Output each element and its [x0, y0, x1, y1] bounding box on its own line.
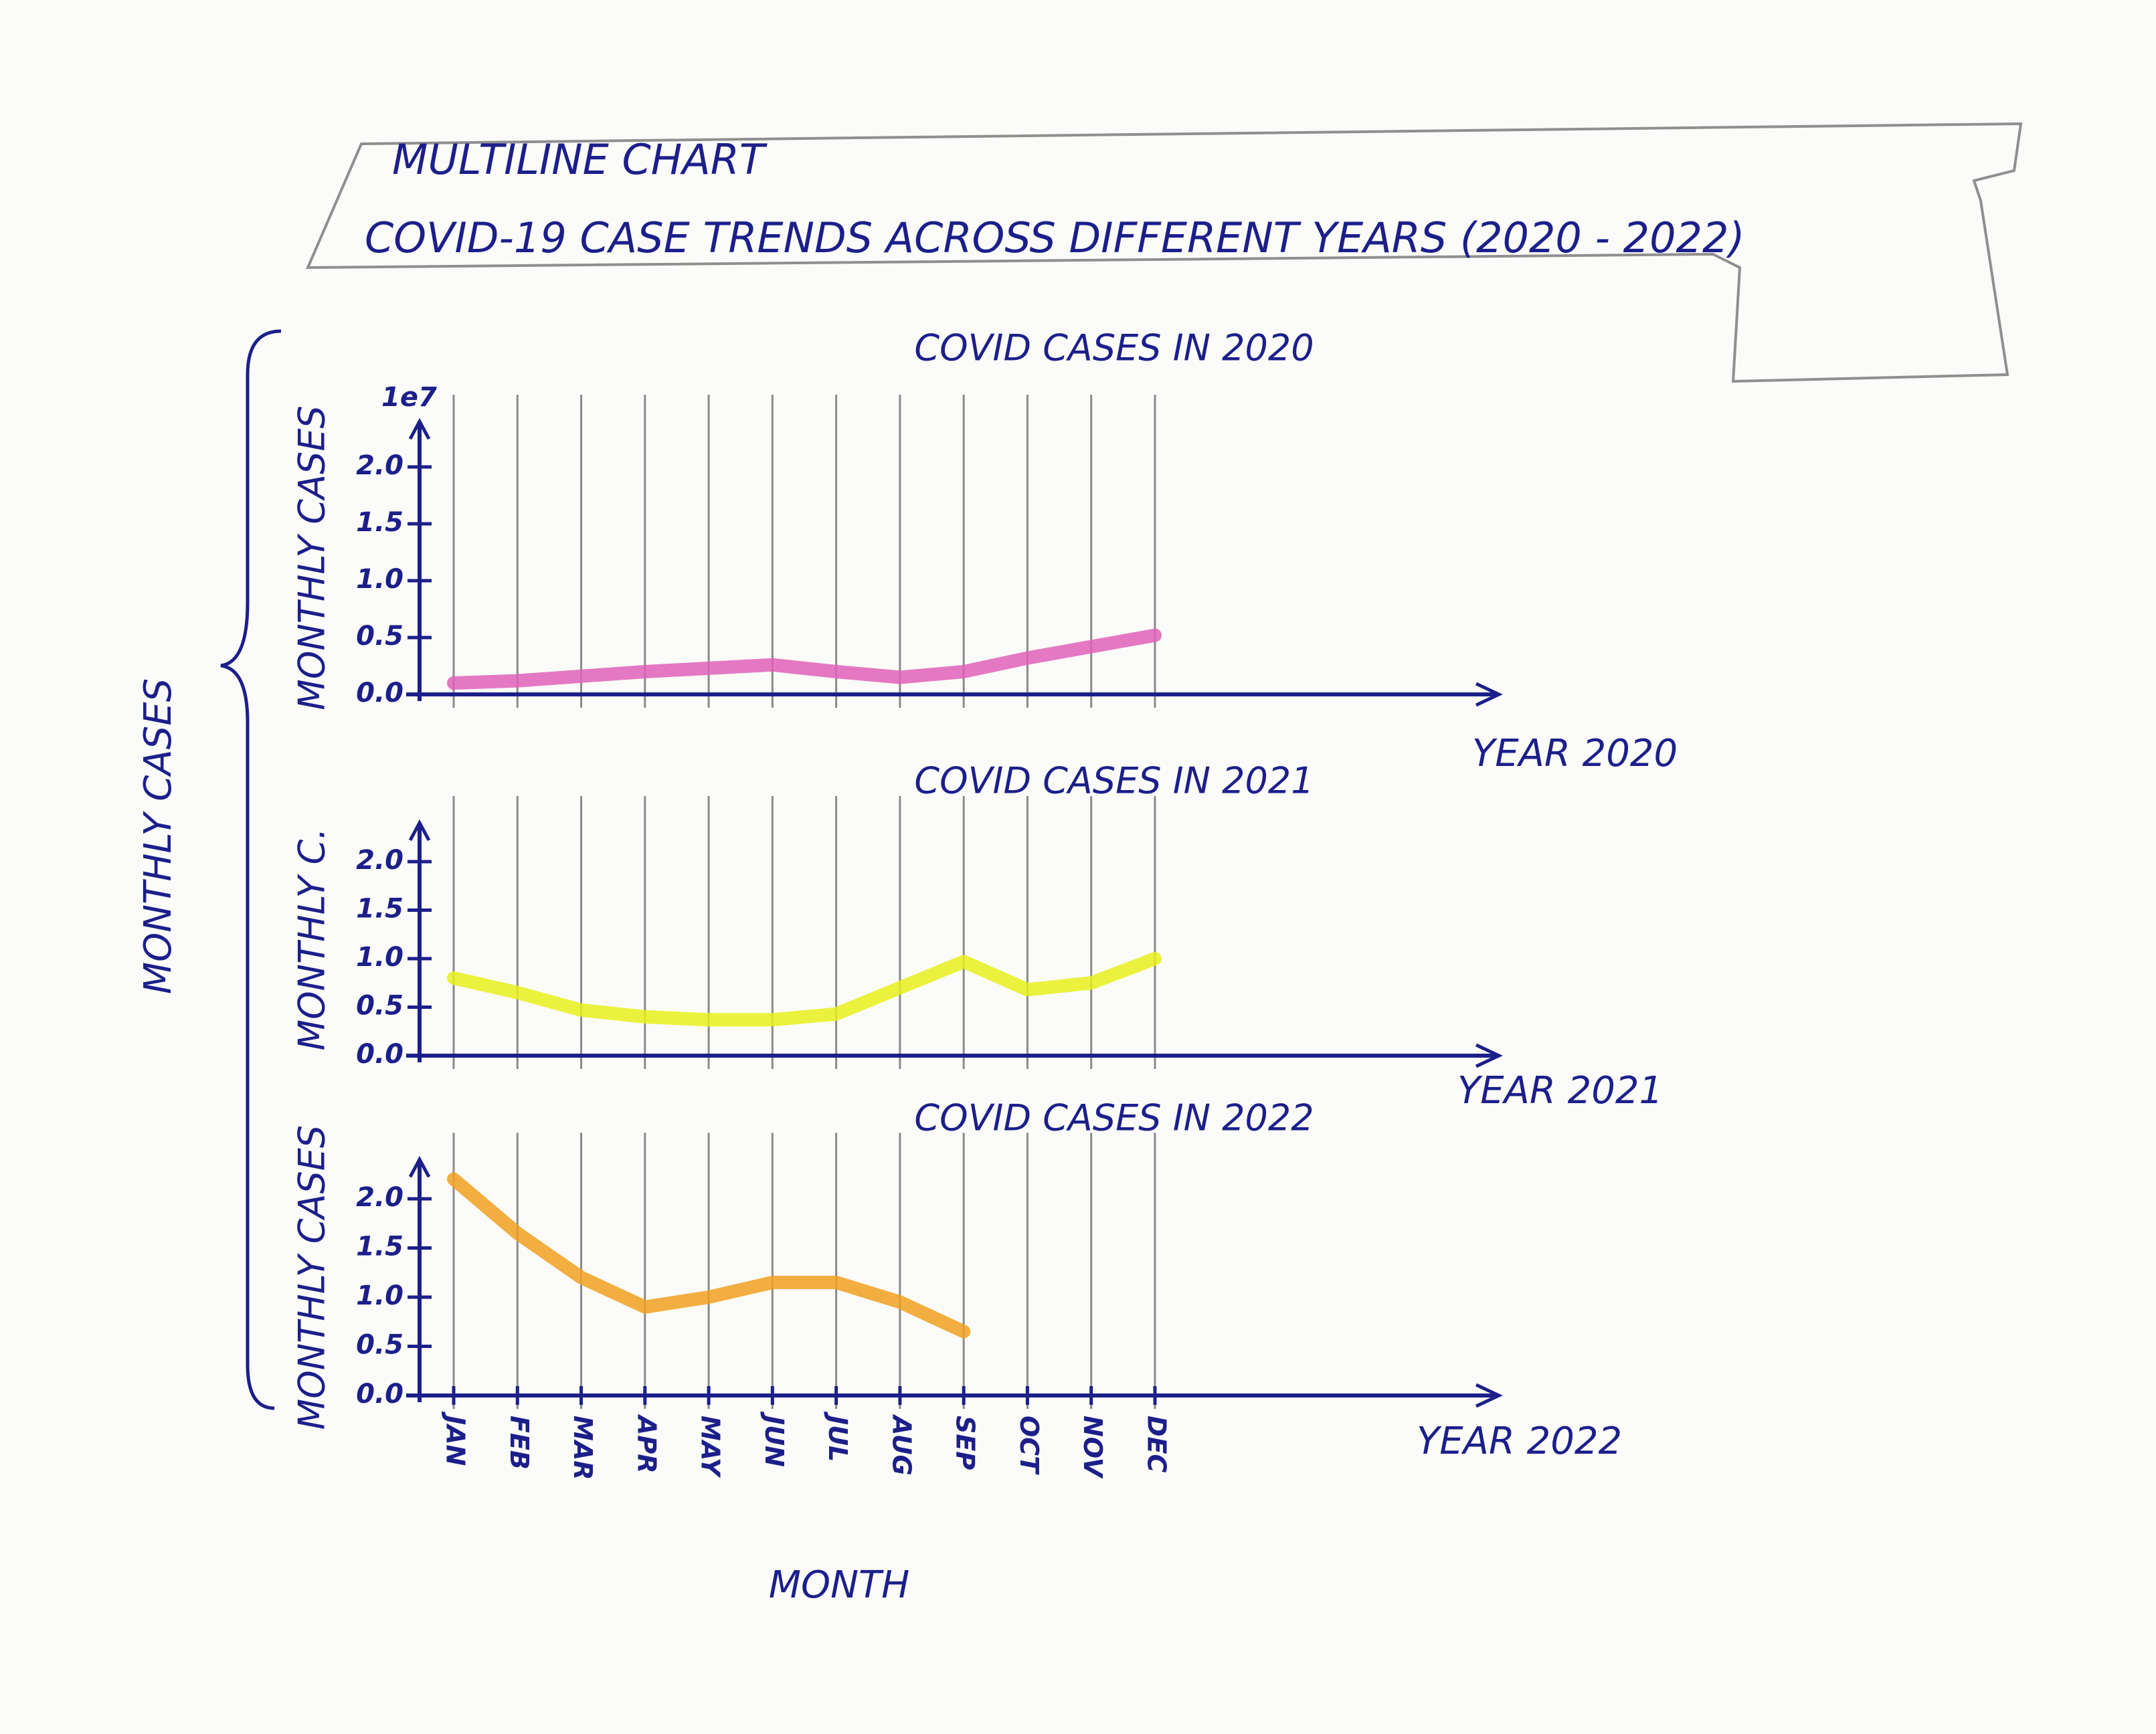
- chart-subtitle: COVID-19 CASE TRENDS ACROSS DIFFERENT YE…: [365, 213, 1745, 262]
- x-tick-label: JUL: [823, 1411, 852, 1462]
- y-tick-label: 0.0: [356, 1379, 403, 1410]
- x-axis-label: YEAR 2020: [1472, 732, 1678, 775]
- subplot-title: COVID CASES IN 2021: [914, 760, 1314, 802]
- x-axis-arrow: [1475, 682, 1503, 707]
- y-axis-arrow: [408, 417, 431, 440]
- y-tick-label: 0.0: [356, 1039, 403, 1070]
- x-tick-label: JAN: [441, 1411, 470, 1466]
- x-tick-label: MAY: [696, 1416, 725, 1478]
- brace: [220, 329, 282, 1410]
- y-tick-label: 1.0: [356, 942, 403, 973]
- x-tick-label: DEC: [1142, 1416, 1172, 1473]
- x-label: MONTH: [769, 1563, 910, 1607]
- title-box: [305, 122, 2023, 383]
- y-tick-label: 0.5: [356, 991, 403, 1022]
- line: [447, 952, 1162, 1027]
- shared-y-label: MONTHLY CASES: [137, 678, 180, 994]
- line: [447, 628, 1162, 690]
- y-tick-label: 1.5: [356, 1232, 403, 1262]
- x-axis-label: YEAR 2021: [1457, 1069, 1663, 1113]
- y-axis-arrow: [408, 1155, 431, 1178]
- y-tick-label: 0.5: [356, 1330, 403, 1361]
- y-axis-arrow: [408, 819, 431, 842]
- x-tick-label: SEP: [951, 1416, 980, 1470]
- x-tick-label: JUN: [759, 1411, 789, 1467]
- x-tick-label: APR: [632, 1414, 661, 1474]
- x-tick-label: AUG: [887, 1414, 916, 1476]
- y-tick-label: 1.0: [356, 1280, 403, 1311]
- x-tick-label: NOV: [1078, 1416, 1107, 1479]
- y-tick-label: 0.0: [356, 678, 403, 708]
- chart-title: MULTILINE CHART: [392, 135, 768, 184]
- y-tick-label: 2.0: [356, 450, 403, 481]
- x-axis-arrow: [1475, 1043, 1503, 1068]
- axis-offset: 1e7: [381, 382, 437, 413]
- y-tick-label: 0.5: [356, 621, 403, 652]
- y-tick-label: 2.0: [356, 1182, 403, 1213]
- x-tick-label: OCT: [1014, 1416, 1044, 1475]
- y-label: MONTHLY CASES: [291, 405, 333, 710]
- x-axis-label: YEAR 2022: [1417, 1420, 1622, 1463]
- y-label: MONTHLY CASES: [291, 1125, 333, 1430]
- line: [447, 1172, 971, 1339]
- y-label: MONTHLY C.: [291, 828, 333, 1050]
- y-tick-label: 2.0: [356, 845, 403, 876]
- x-tick-label: FEB: [505, 1416, 534, 1470]
- y-tick-label: 1.5: [356, 894, 403, 925]
- y-tick-label: 1.0: [356, 564, 403, 595]
- subplot-title: COVID CASES IN 2020: [914, 327, 1314, 369]
- subplot-title: COVID CASES IN 2022: [914, 1097, 1314, 1139]
- y-tick-label: 1.5: [356, 507, 403, 538]
- x-axis-arrow: [1475, 1383, 1503, 1408]
- x-tick-label: MAR: [568, 1416, 598, 1480]
